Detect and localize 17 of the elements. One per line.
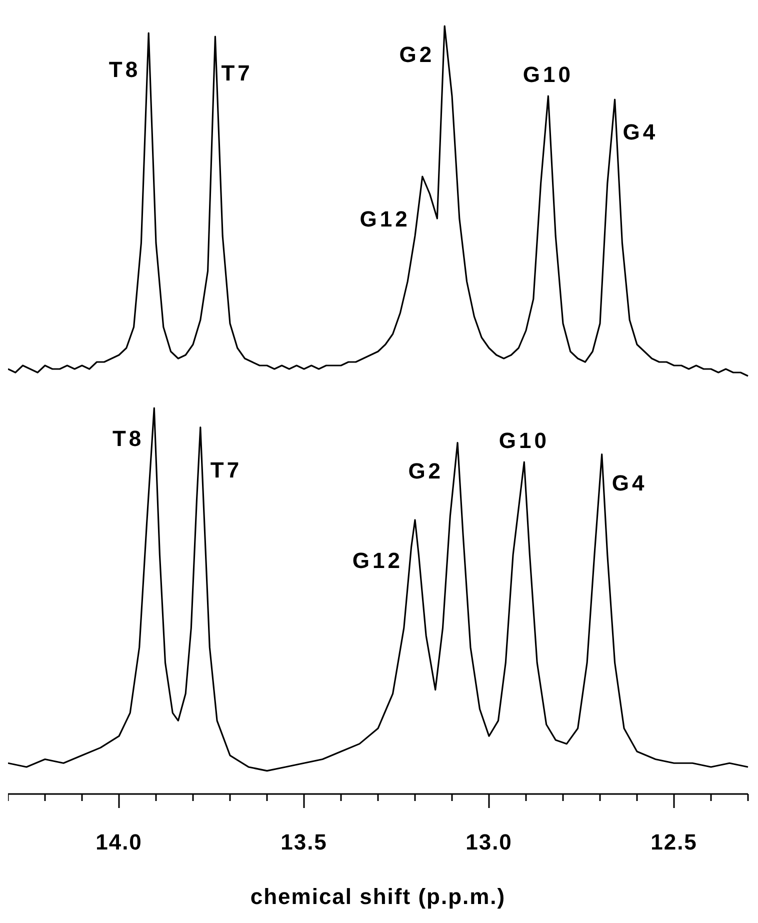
annotation: T8 [108,57,141,82]
x-tick-label: 13.0 [466,830,512,855]
x-tick-label: 12.5 [650,830,698,855]
annotation: G12 [352,548,403,573]
x-tick-label: 14.0 [96,830,142,855]
annotation: G2 [408,458,444,484]
annotation: G4 [612,470,648,496]
annotation: T7 [221,60,253,86]
x-tick-label: 13.5 [280,830,328,855]
annotation: G10 [498,428,550,454]
annotation: T8 [112,426,144,451]
annotation: T7 [210,457,242,482]
annotation: G2 [399,42,435,67]
x-axis-title: chemical shift (p.p.m.) [250,884,506,909]
annotation: G12 [360,206,410,232]
annotation: G10 [522,62,574,87]
annotation: G4 [622,120,658,144]
